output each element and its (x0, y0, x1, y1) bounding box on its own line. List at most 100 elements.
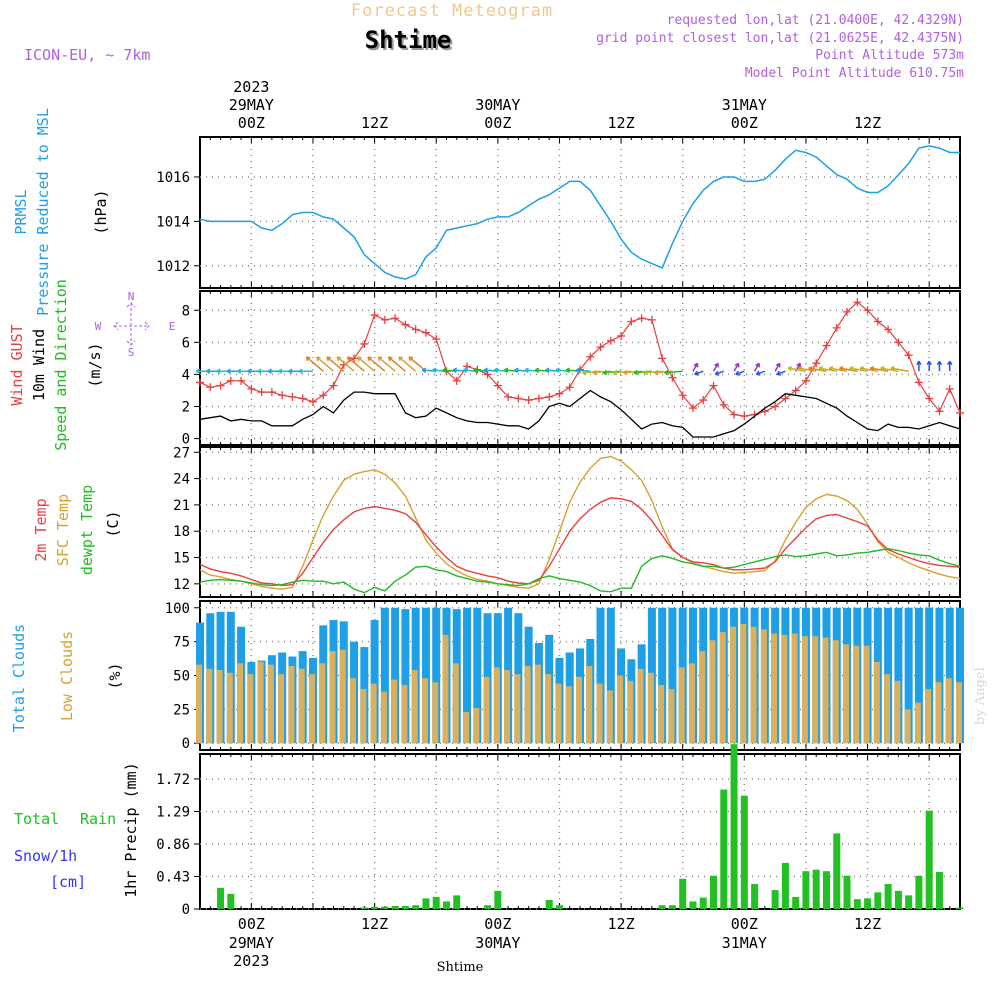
total-cloud-bar (432, 607, 441, 744)
gust-marker (791, 386, 800, 395)
gust-marker (668, 373, 677, 382)
gust-marker (719, 400, 728, 409)
low-cloud-bar (524, 666, 531, 744)
total-cloud-bar (658, 607, 667, 744)
wind-arrow-head (947, 360, 953, 366)
top-hour-label: 12Z (608, 114, 635, 132)
gust-marker (308, 397, 317, 406)
temp-unit: (C) (104, 510, 122, 537)
wind-arrow-head (216, 368, 221, 374)
gust-marker (216, 381, 225, 390)
wind-arrow (644, 370, 663, 374)
wind-arrow-head (926, 360, 932, 366)
low-cloud-bar (832, 640, 839, 744)
low-cloud-bar (904, 709, 911, 744)
top-hour-label: 12Z (854, 114, 881, 132)
wind-arrow (613, 370, 632, 374)
gust-marker (555, 389, 564, 398)
gust-marker (380, 315, 389, 324)
low-cloud-bar (699, 651, 706, 744)
rain-bar (555, 905, 563, 909)
temp-label-3: dewpt Temp (78, 485, 96, 575)
low-cloud-bar (637, 668, 644, 744)
wind-arrow-head (693, 362, 699, 368)
gust-marker (781, 394, 790, 403)
compass-w: W (95, 320, 102, 333)
y-tick-label: 0 (182, 736, 190, 752)
low-cloud-bar (329, 651, 336, 744)
wind-arrow-head (421, 367, 427, 373)
wind-arrow-head (503, 367, 509, 373)
gust-marker (524, 396, 533, 405)
wind-arrow-head (916, 360, 922, 366)
low-cloud-bar (473, 708, 480, 744)
wind-arrow-head (432, 367, 437, 373)
wind-arrow-head (473, 367, 478, 373)
gust-marker (822, 341, 831, 350)
low-cloud-bar (298, 668, 305, 744)
low-cloud-bar (925, 689, 932, 744)
low-cloud-bar (647, 672, 654, 744)
gust-marker (411, 325, 420, 334)
low-cloud-bar (370, 683, 377, 744)
top-hour-label: 12Z (361, 114, 388, 132)
top-date-label: 31MAY (722, 96, 767, 114)
pressure-line (199, 145, 960, 280)
gust-marker (452, 376, 461, 385)
gust-marker (606, 336, 615, 345)
gust-marker (257, 388, 266, 397)
gust-marker (421, 328, 430, 337)
wind-arrow-head (828, 365, 834, 372)
gust-marker (329, 381, 338, 390)
low-cloud-bar (853, 645, 860, 744)
wind-arrow (890, 367, 909, 372)
wind-arrow (633, 370, 652, 374)
y-tick-label: 1012 (156, 259, 190, 275)
wind-arrow-head (357, 356, 362, 362)
rain-bar (545, 899, 553, 909)
bottom-hour-label: 00Z (731, 915, 758, 933)
rain-bar (381, 906, 389, 909)
precip-label-rain: Rain (80, 810, 116, 828)
total-cloud-bar (925, 607, 934, 744)
gust-marker (688, 404, 697, 413)
low-cloud-bar (257, 661, 264, 744)
wind-arrow-head (797, 365, 803, 372)
low-cloud-bar (843, 644, 850, 744)
wind-arrow-head (582, 369, 587, 376)
top-year-label: 2023 (233, 78, 269, 96)
gust-marker (350, 354, 359, 363)
bottom-hour-label: 12Z (361, 915, 388, 933)
y-tick-label: 8 (182, 303, 190, 319)
rain-bar (720, 789, 728, 909)
wind-arrow-head (387, 356, 393, 362)
compass-rose: N S W E (95, 290, 176, 359)
rain-bar (884, 884, 892, 909)
rain-bar (833, 833, 841, 909)
low-cloud-bar (514, 674, 521, 744)
wind-arrow-head (305, 356, 311, 362)
wind-arrow (603, 370, 622, 374)
y-tick-label: 1.29 (156, 804, 190, 820)
gust-marker (514, 394, 523, 403)
gust-marker (483, 370, 492, 379)
total-cloud-bar (370, 619, 379, 744)
rain-bar (442, 901, 450, 909)
total-cloud-bar (894, 607, 903, 744)
low-cloud-bar (534, 664, 541, 744)
low-cloud-bar (196, 664, 202, 744)
y-tick-label: 21 (173, 498, 190, 514)
total-cloud-bar (401, 609, 410, 744)
rain-bar (422, 898, 430, 909)
rain-bar (699, 897, 707, 909)
low-cloud-bar (771, 633, 778, 744)
precip-panel: 0 0.43 0.86 1.29 1.72 (156, 744, 964, 918)
low-cloud-bar (617, 675, 624, 744)
low-cloud-bar (576, 676, 582, 744)
low-cloud-bar (267, 664, 274, 744)
low-cloud-bar (884, 674, 891, 744)
rain-bar (956, 907, 964, 909)
bottom-year-label: 2023 (233, 952, 269, 970)
wind-arrow (735, 370, 745, 375)
